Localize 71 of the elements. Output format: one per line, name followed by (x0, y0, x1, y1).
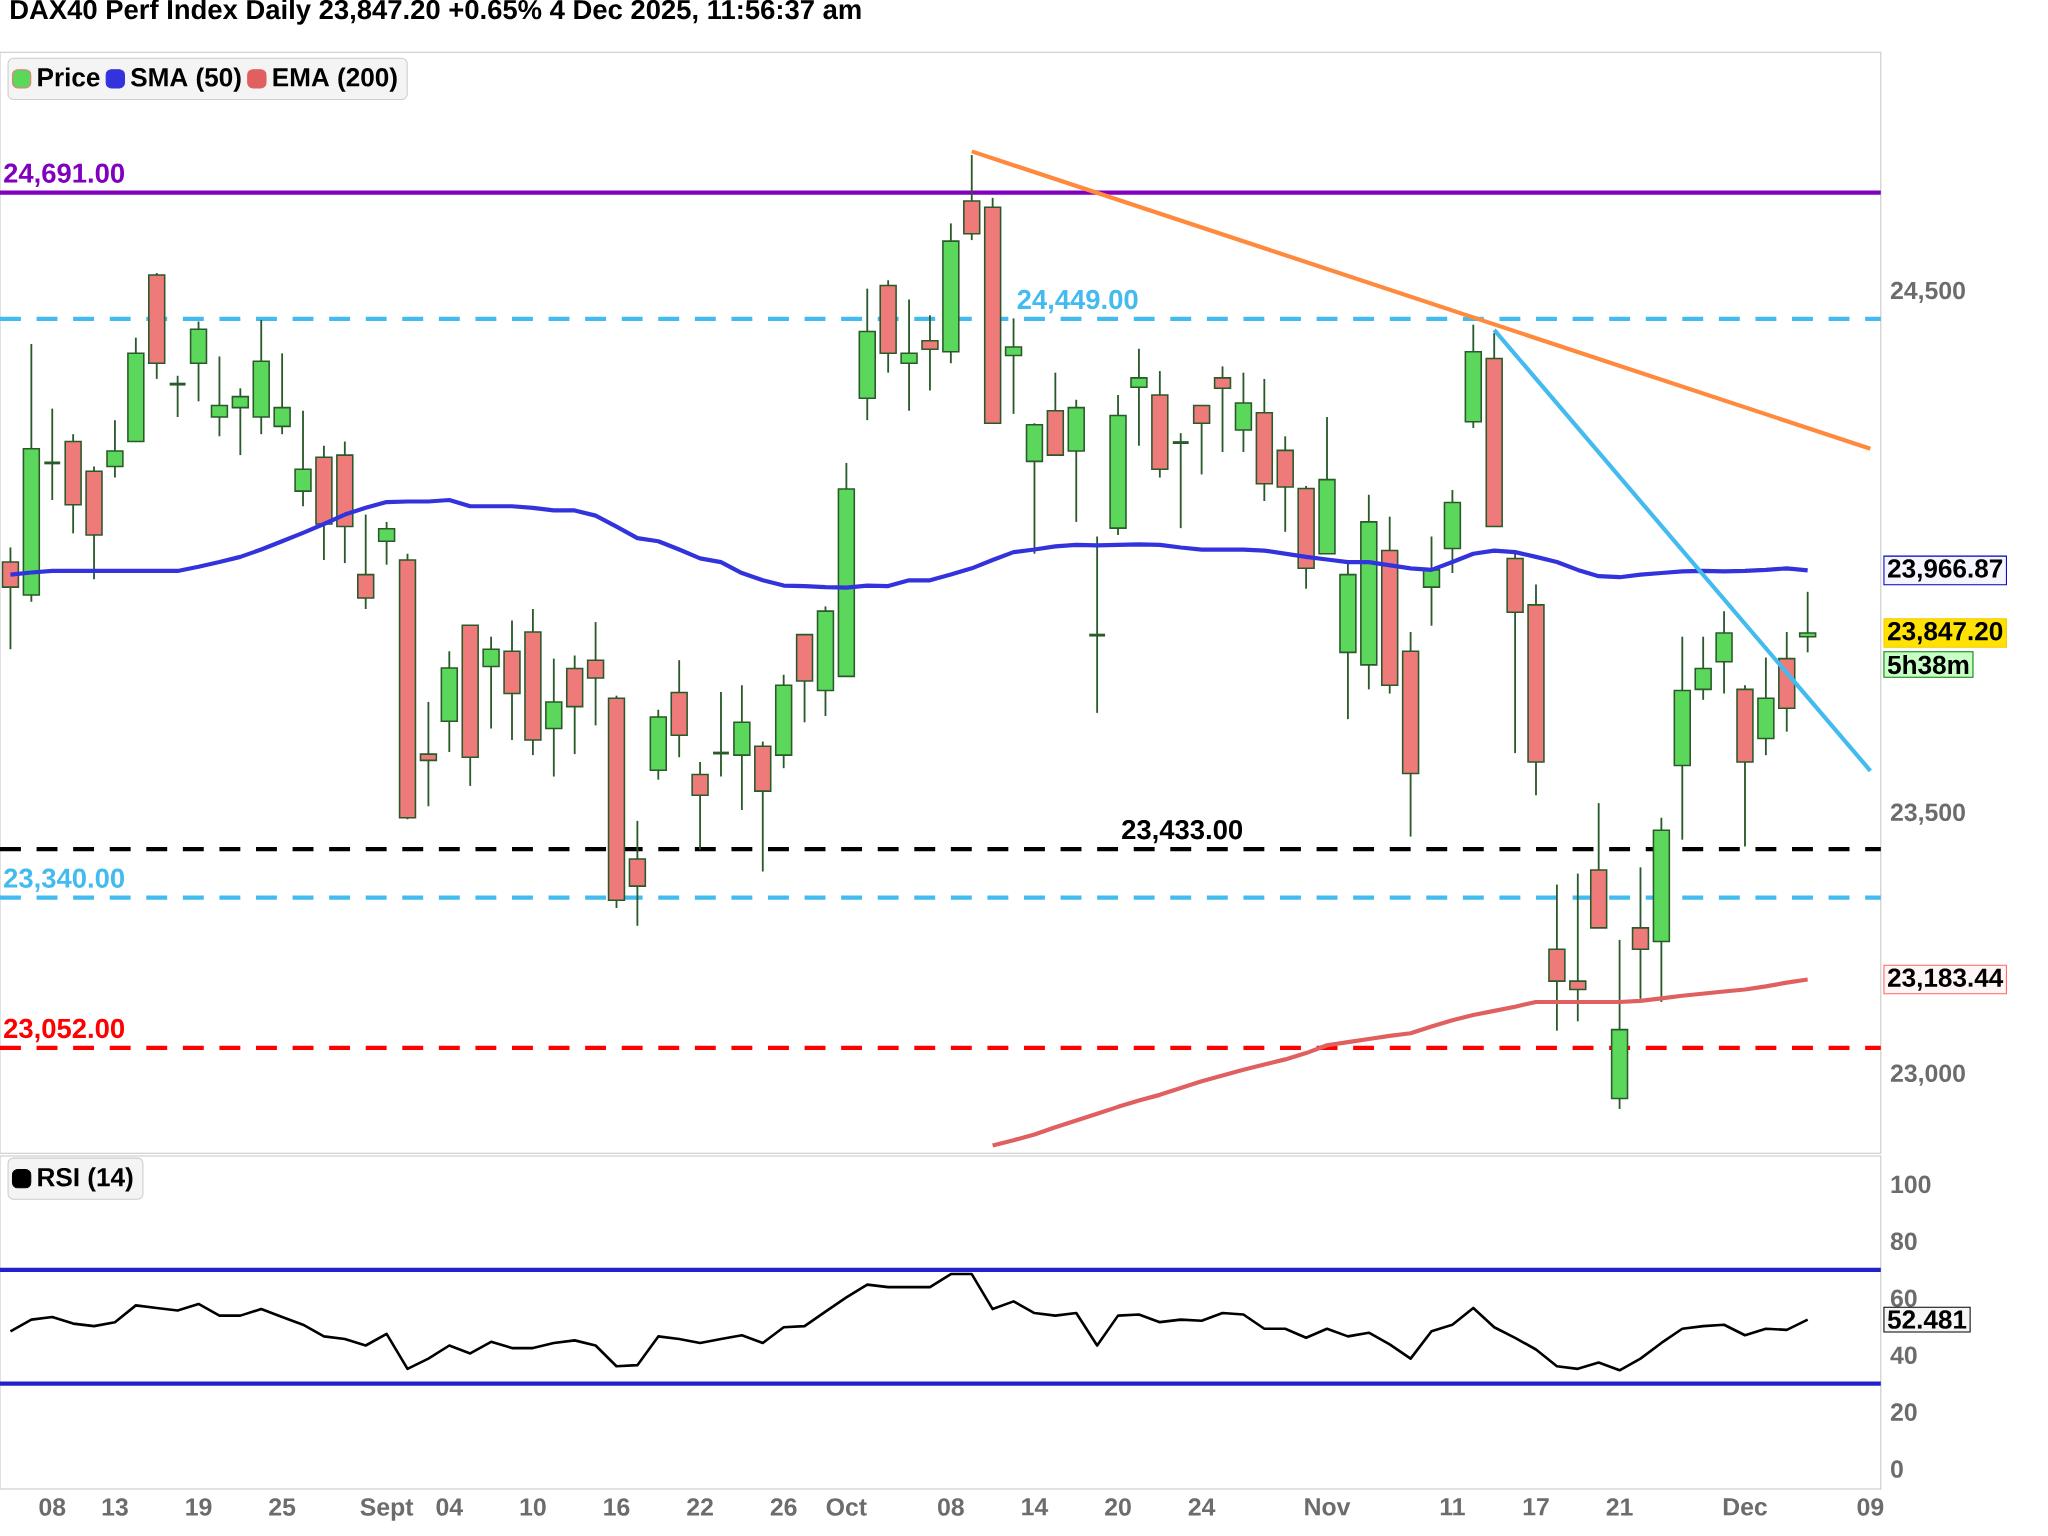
x-tick-label: 19 (186, 1498, 212, 1516)
candlestick (42, 407, 62, 501)
candlestick (1798, 590, 1817, 654)
x-tick-label: 13 (102, 1498, 128, 1516)
y-tick-label: 60 (1890, 1289, 1917, 1308)
candlestick (168, 374, 188, 418)
candlestick (419, 701, 438, 808)
candlestick (273, 352, 291, 436)
y-tick-label: 23,000 (1890, 1064, 1965, 1086)
candlestick (1087, 535, 1107, 714)
ref-line-label: 23,052.00 (4, 1018, 125, 1043)
y-tick-label: 100 (1891, 1175, 1931, 1194)
y-tick-label: 0 (1891, 1460, 1903, 1478)
x-tick-label: Sept (360, 1498, 414, 1521)
candlestick (586, 621, 605, 727)
candlestick (900, 298, 918, 412)
x-tick-label: 11 (1440, 1498, 1465, 1516)
chart-title: DAX40 Perf Index Daily 23,847.20 +0.65% 4 Dec 2025, 11:56:37 am (11, 0, 861, 25)
text: 23,966.87 (1887, 559, 2003, 582)
candlestick (1631, 866, 1650, 1000)
candlestick (294, 409, 312, 508)
candlestick (356, 513, 375, 610)
y-tick-label: 80 (1890, 1232, 1917, 1251)
candlestick (231, 387, 250, 457)
x-tick-label: Dec (1723, 1498, 1767, 1516)
x-tick-label: 14 (1022, 1498, 1049, 1516)
x-tick-label: 20 (1105, 1498, 1131, 1516)
text: 23,183.44 (1887, 968, 2004, 991)
x-tick-label: 08 (39, 1498, 66, 1516)
legend-label: RSI (14) (38, 1167, 133, 1192)
candlestick (691, 761, 709, 851)
candlestick (921, 314, 939, 392)
x-tick-label: 22 (687, 1498, 713, 1516)
x-tick-label: 24 (1188, 1498, 1216, 1516)
x-tick-label: 09 (1857, 1498, 1884, 1516)
x-tick-label: 16 (604, 1498, 630, 1516)
x-tick-label: 10 (520, 1498, 546, 1516)
candlestick (711, 691, 731, 778)
candlestick (1130, 347, 1148, 447)
y-tick-label: 23,500 (1890, 803, 1965, 825)
ref-line-label: 24,449.00 (1017, 289, 1138, 314)
candlestick (106, 419, 124, 479)
legend-label: SMA (50) (130, 67, 241, 92)
candlestick (1171, 432, 1191, 530)
candlestick (1004, 317, 1023, 415)
x-tick-label: 08 (938, 1498, 964, 1516)
candlestick (1192, 404, 1211, 476)
text: 52.481 (1887, 1310, 1967, 1329)
x-tick-label: 17 (1523, 1498, 1549, 1516)
candlestick (482, 635, 500, 730)
ref-line-label: 23,340.00 (4, 868, 125, 892)
y-tick-label: 24,500 (1890, 281, 1965, 303)
candlestick (1694, 635, 1712, 701)
candlestick (1569, 872, 1587, 1023)
text: 23,847.20 (1887, 621, 2003, 645)
x-tick-label: 04 (436, 1498, 463, 1516)
legend-label: Price (38, 67, 100, 87)
y-tick-label: 40 (1890, 1346, 1917, 1364)
legend-label: EMA (200) (273, 67, 397, 92)
candlestick (377, 520, 396, 566)
x-tick-label: Oct (826, 1498, 867, 1516)
ref-line-label: 24,691.00 (4, 163, 125, 187)
x-tick-label: 21 (1606, 1498, 1633, 1516)
candlestick (210, 355, 229, 438)
candlestick (1213, 365, 1232, 453)
x-tick-label: 26 (770, 1498, 797, 1516)
ref-line-label: 23,433.00 (1122, 819, 1243, 844)
x-tick-label: Nov (1305, 1498, 1351, 1516)
text: 5h38m (1887, 654, 1969, 675)
y-tick-label: 20 (1890, 1403, 1917, 1421)
x-tick-label: 25 (269, 1498, 296, 1516)
